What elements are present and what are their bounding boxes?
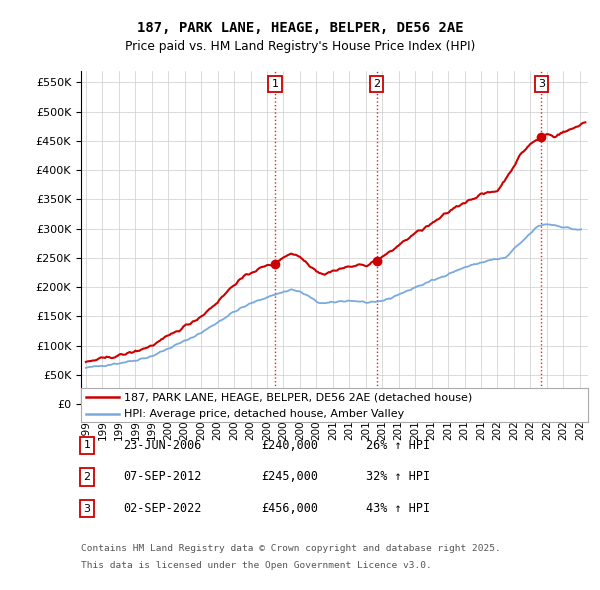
Text: 1: 1 — [271, 78, 278, 88]
Text: Contains HM Land Registry data © Crown copyright and database right 2025.: Contains HM Land Registry data © Crown c… — [81, 544, 501, 553]
Text: Price paid vs. HM Land Registry's House Price Index (HPI): Price paid vs. HM Land Registry's House … — [125, 40, 475, 53]
Text: 1: 1 — [83, 441, 91, 450]
Text: 43% ↑ HPI: 43% ↑ HPI — [366, 502, 430, 515]
Text: 23-JUN-2006: 23-JUN-2006 — [123, 439, 202, 452]
Text: 26% ↑ HPI: 26% ↑ HPI — [366, 439, 430, 452]
Text: £245,000: £245,000 — [261, 470, 318, 483]
Text: 07-SEP-2012: 07-SEP-2012 — [123, 470, 202, 483]
Text: 187, PARK LANE, HEAGE, BELPER, DE56 2AE: 187, PARK LANE, HEAGE, BELPER, DE56 2AE — [137, 21, 463, 35]
Text: 3: 3 — [538, 78, 545, 88]
Text: 32% ↑ HPI: 32% ↑ HPI — [366, 470, 430, 483]
Text: £456,000: £456,000 — [261, 502, 318, 515]
Text: 187, PARK LANE, HEAGE, BELPER, DE56 2AE (detached house): 187, PARK LANE, HEAGE, BELPER, DE56 2AE … — [124, 392, 472, 402]
Text: This data is licensed under the Open Government Licence v3.0.: This data is licensed under the Open Gov… — [81, 560, 432, 569]
Text: 3: 3 — [83, 504, 91, 513]
Text: 2: 2 — [373, 78, 380, 88]
Text: 02-SEP-2022: 02-SEP-2022 — [123, 502, 202, 515]
Text: HPI: Average price, detached house, Amber Valley: HPI: Average price, detached house, Ambe… — [124, 409, 404, 419]
Text: £240,000: £240,000 — [261, 439, 318, 452]
Text: 2: 2 — [83, 472, 91, 481]
